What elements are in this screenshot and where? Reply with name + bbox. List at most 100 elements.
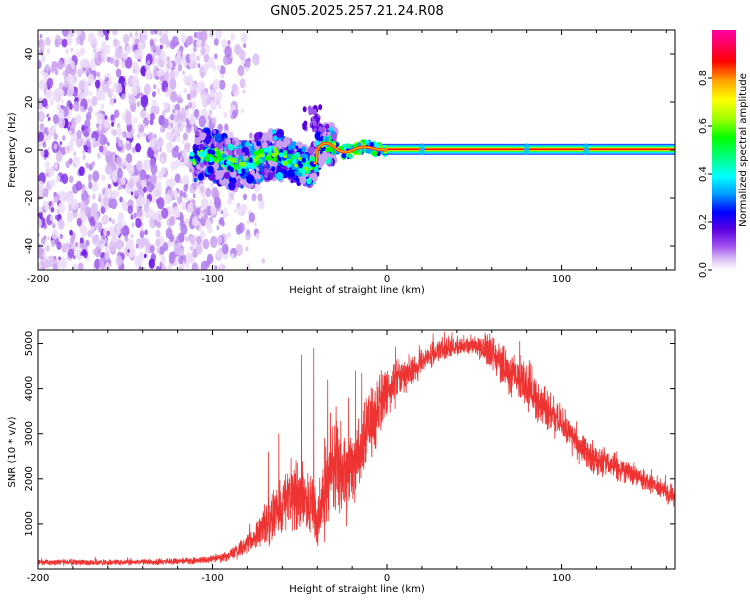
spectrogram-noise-blob [226, 231, 232, 239]
spectrogram-noise-blob [92, 170, 100, 182]
spectrogram-noise-blob [160, 68, 165, 77]
snr-panel: -200 -100 0 100 1000 2000 3000 4000 5000 Height … [7, 329, 676, 595]
spectrogram-noise-blob [207, 96, 212, 104]
spectrogram-noise-blob [76, 114, 82, 124]
spectrogram-noise-blob [58, 108, 65, 119]
spectrogram-noise-blob [159, 44, 163, 50]
spectrogram-noise-blob [202, 199, 208, 208]
spectrogram-noise-blob [208, 57, 216, 69]
spectrogram-noise-blob [149, 245, 155, 254]
spectrogram-core-blob [207, 148, 212, 155]
spectrogram-noise-blob [98, 124, 103, 132]
spectrogram-noise-blob [187, 101, 193, 109]
spectrogram-carrier-bump [418, 143, 425, 156]
spectrogram-noise-blob [45, 36, 51, 46]
spectrogram-noise-blob [75, 30, 82, 36]
spectrogram-noise-blob [183, 87, 188, 94]
spectrogram-noise-blob [38, 206, 42, 214]
spectrogram-noise-blob [152, 68, 158, 77]
spectrogram-noise-blob [50, 239, 56, 248]
spectrogram-signal-blob [302, 106, 307, 113]
spectrogram-noise-blob [67, 57, 73, 66]
spectrogram-noise-blob [242, 89, 246, 94]
spectrogram-noise-blob [196, 235, 202, 245]
colorbar-tick-label: 0.8 [698, 70, 709, 86]
spectrogram-noise-blob [68, 103, 73, 110]
spectrogram-noise-blob [63, 80, 68, 88]
spectrogram-noise-blob [42, 188, 49, 198]
spectrogram-noise-blob [189, 168, 192, 173]
spectrogram-noise-blob [91, 161, 95, 167]
spectrogram-signal-blob [203, 142, 207, 147]
spectrogram-noise-blob [163, 101, 169, 110]
spectrogram-signal-blob [275, 171, 284, 181]
spectrogram-noise-blob [201, 212, 205, 218]
spectrogram-noise-blob [59, 82, 64, 90]
spectrogram-noise-blob [96, 112, 105, 126]
spectrogram-noise-blob [189, 52, 197, 64]
spectrogram-signal-blob [194, 130, 200, 136]
spectrogram-signal-blob [331, 133, 338, 140]
spectrogram-core-blob [324, 136, 329, 142]
spectrogram-xtick-label: -100 [201, 274, 224, 285]
spectrogram-ytick-label: 40 [24, 48, 35, 61]
spectrogram-signal-blob [283, 136, 291, 146]
spectrogram-signal-blob [212, 162, 219, 170]
spectrogram-noise-blob [188, 95, 192, 101]
spectrogram-noise-blob [140, 169, 147, 181]
spectrogram-noise-blob [91, 234, 98, 244]
spectrogram-core-blob [273, 147, 278, 153]
spectrogram-noise-blob [78, 80, 86, 92]
spectrogram-noise-blob [161, 207, 169, 219]
spectrogram-core-blob [282, 150, 288, 156]
spectrogram-signal-blob [271, 166, 276, 172]
spectrogram-carrier-bump [582, 143, 589, 156]
spectrogram-noise-blob [155, 155, 159, 161]
spectrogram-signal-blob [306, 177, 312, 185]
spectrogram-noise-blob [116, 220, 123, 230]
spectrogram-noise-blob [68, 129, 72, 136]
spectrogram-noise-blob [42, 251, 47, 258]
spectrogram-noise-blob [112, 175, 117, 183]
spectrogram-noise-blob [68, 157, 73, 165]
spectrogram-noise-blob [75, 180, 82, 191]
spectrogram-noise-blob [81, 58, 88, 69]
spectrogram-noise-blob [110, 88, 114, 95]
spectrogram-noise-blob [100, 52, 108, 64]
spectrogram-noise-blob [98, 196, 102, 203]
spectrogram-noise-blob [80, 140, 84, 146]
spectrogram-noise-blob [192, 46, 197, 53]
spectrogram-noise-blob [39, 79, 46, 91]
spectrogram-noise-blob [66, 146, 70, 152]
spectrogram-noise-blob [170, 113, 175, 121]
spectrogram-noise-blob [188, 79, 196, 92]
spectrogram-noise-blob [49, 98, 54, 106]
spectrogram-noise-blob [153, 219, 159, 227]
spectrogram-core-blob [292, 154, 297, 161]
spectrogram-noise-blob [82, 249, 87, 256]
spectrogram-noise-blob [208, 200, 213, 207]
spectrogram-noise-blob [185, 183, 189, 189]
spectrogram-noise-blob [80, 105, 85, 113]
spectrogram-noise-blob [255, 232, 260, 240]
spectrogram-noise-blob [175, 164, 179, 169]
spectrogram-noise-blob [94, 112, 98, 117]
spectrogram-noise-blob [224, 207, 228, 212]
spectrogram-noise-blob [110, 114, 115, 121]
spectrogram-noise-blob [169, 253, 175, 264]
spectrogram-noise-blob [202, 238, 210, 250]
spectrogram-noise-blob [70, 133, 76, 143]
spectrogram-noise-blob [85, 162, 90, 169]
spectrogram-noise-blob [77, 244, 81, 249]
spectrogram-noise-blob [218, 247, 222, 253]
spectrogram-noise-blob [107, 142, 110, 146]
spectrogram-noise-blob [110, 198, 118, 210]
spectrogram-core-blob [241, 168, 246, 174]
spectrogram-noise-blob [121, 200, 127, 210]
spectrogram-noise-blob [147, 60, 150, 65]
spectrogram-noise-blob [73, 101, 80, 112]
spectrogram-noise-blob [53, 197, 58, 204]
spectrogram-noise-blob [188, 113, 197, 126]
spectrogram-noise-blob [146, 213, 150, 219]
spectrogram-noise-blob [130, 234, 134, 239]
